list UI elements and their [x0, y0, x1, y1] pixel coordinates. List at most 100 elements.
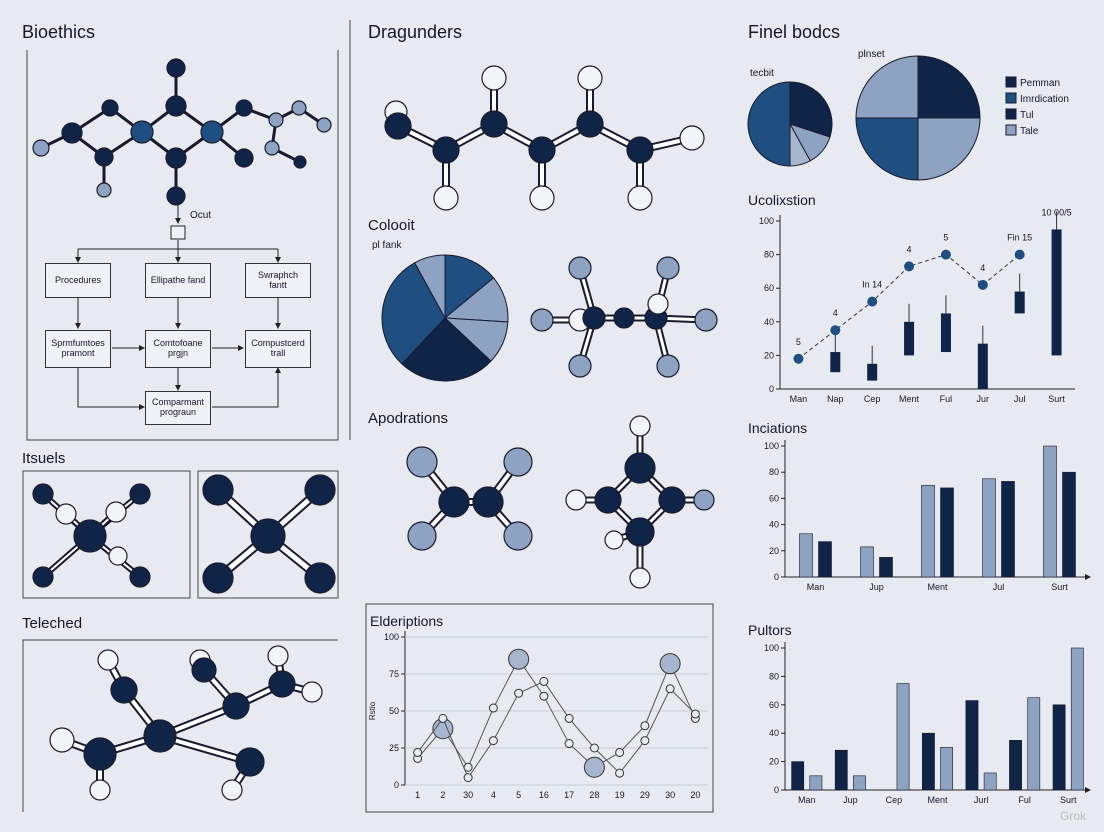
atom: [582, 306, 606, 330]
atom: [191, 657, 217, 683]
atom: [658, 486, 686, 514]
line-point: [463, 773, 473, 783]
watermark: Grok: [1060, 809, 1087, 823]
y-tick-label: 100: [764, 441, 779, 451]
y-tick-label: 80: [769, 467, 779, 477]
atom: [679, 125, 705, 151]
y-tick-label: 20: [764, 350, 774, 360]
bar: [1070, 647, 1084, 791]
x-tick-label: Ful: [940, 394, 953, 404]
bar: [853, 775, 866, 791]
line-point: [539, 676, 549, 686]
x-tick-label: Jup: [869, 582, 884, 592]
x-tick-label: Ment: [899, 394, 920, 404]
bar: [809, 775, 823, 791]
atom: [110, 676, 138, 704]
line-point: [589, 743, 599, 753]
flow-label: Ocut: [190, 210, 211, 221]
atom: [432, 136, 460, 164]
atom: [694, 308, 718, 332]
bar: [1009, 739, 1022, 791]
pie-slice: [747, 81, 791, 167]
pie-title: pl fank: [372, 240, 402, 251]
x-tick-label: Jurl: [974, 795, 989, 805]
y-tick-label: 40: [769, 728, 779, 738]
bar: [896, 683, 910, 791]
point-note: In 14: [862, 280, 882, 290]
atom: [656, 256, 680, 280]
y-tick-label: 0: [394, 780, 399, 790]
atom: [130, 120, 154, 144]
range-bar: [1014, 291, 1025, 314]
atom: [108, 546, 128, 566]
pie-slice: [855, 117, 919, 181]
bar: [940, 487, 954, 578]
y-tick-label: 80: [764, 250, 774, 260]
atom: [165, 95, 187, 117]
x-tick-label: 16: [539, 790, 549, 800]
line-point: [583, 756, 605, 778]
atom: [268, 112, 284, 128]
y-tick-label: 100: [759, 216, 774, 226]
y-tick-label: 0: [774, 785, 779, 795]
pie-slice: [444, 254, 495, 320]
atom: [568, 256, 592, 280]
atom: [647, 293, 669, 315]
atom: [503, 447, 533, 477]
y-tick-label: 40: [769, 520, 779, 530]
bar: [940, 747, 953, 791]
legend-swatch: [1005, 76, 1017, 88]
atom: [235, 99, 253, 117]
x-tick-label: 30: [665, 790, 675, 800]
x-tick-label: 5: [516, 790, 521, 800]
x-tick-label: 30: [463, 790, 473, 800]
atom: [613, 307, 635, 329]
chart-title: Pultors: [748, 622, 792, 638]
y-tick-label: 25: [389, 743, 399, 753]
y-axis-label: Rstio: [368, 701, 377, 720]
atom: [577, 65, 603, 91]
bar: [1052, 704, 1066, 791]
atom: [693, 489, 715, 511]
trend-point: [830, 325, 841, 336]
atom: [129, 483, 151, 505]
section-title: Bioethics: [22, 22, 95, 42]
atom: [565, 489, 587, 511]
range-bar: [1051, 229, 1062, 356]
atom: [267, 645, 289, 667]
legend-swatch: [1005, 124, 1017, 136]
flow-node: [170, 225, 186, 240]
line-point: [508, 648, 530, 670]
atom: [480, 110, 508, 138]
x-tick-label: Ful: [1018, 795, 1031, 805]
atom: [656, 354, 680, 378]
atom: [472, 486, 504, 518]
atom: [627, 185, 653, 211]
atom: [166, 186, 186, 206]
bar: [799, 533, 813, 578]
panel-frames: [22, 20, 714, 813]
atom: [503, 521, 533, 551]
bar: [965, 700, 979, 791]
x-tick-label: Man: [807, 582, 825, 592]
atom: [222, 692, 250, 720]
range-bar: [940, 313, 951, 353]
line-point: [615, 747, 625, 757]
atom: [32, 483, 54, 505]
point-note: 4: [907, 244, 912, 254]
range-bar: [867, 363, 878, 381]
atom: [165, 147, 187, 169]
pie-slice: [413, 254, 446, 319]
y-tick-label: 75: [389, 669, 399, 679]
atom: [624, 452, 656, 484]
line-point: [665, 684, 675, 694]
pie-slice: [855, 55, 919, 119]
atom: [304, 562, 336, 594]
atom: [384, 112, 412, 140]
y-tick-label: 80: [769, 671, 779, 681]
trend-point: [793, 353, 804, 364]
section-title: Dragunders: [368, 22, 462, 42]
legend-swatch: [1005, 108, 1017, 120]
atom: [202, 474, 234, 506]
line-point: [514, 688, 524, 698]
